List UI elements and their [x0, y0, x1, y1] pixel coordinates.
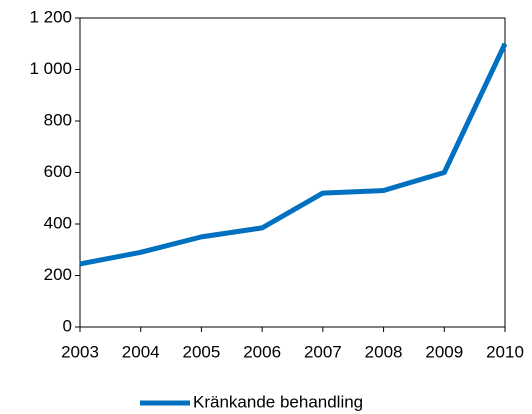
x-tick-label: 2003 — [61, 342, 99, 361]
y-tick-label: 600 — [44, 162, 72, 181]
x-tick-label: 2005 — [183, 342, 221, 361]
y-tick-label: 1 200 — [29, 7, 72, 26]
x-tick-label: 2009 — [425, 342, 463, 361]
y-tick-label: 200 — [44, 265, 72, 284]
x-tick-label: 2004 — [122, 342, 160, 361]
legend-label: Kränkande behandling — [193, 392, 363, 411]
y-tick-label: 400 — [44, 213, 72, 232]
x-tick-label: 2010 — [486, 342, 524, 361]
x-tick-label: 2007 — [304, 342, 342, 361]
y-tick-label: 0 — [63, 316, 72, 335]
line — [79, 42, 508, 267]
x-tick-label: 2008 — [365, 342, 403, 361]
y-tick-label: 800 — [44, 110, 72, 129]
y-tick-label: 1 000 — [29, 59, 72, 78]
x-tick-label: 2006 — [243, 342, 281, 361]
